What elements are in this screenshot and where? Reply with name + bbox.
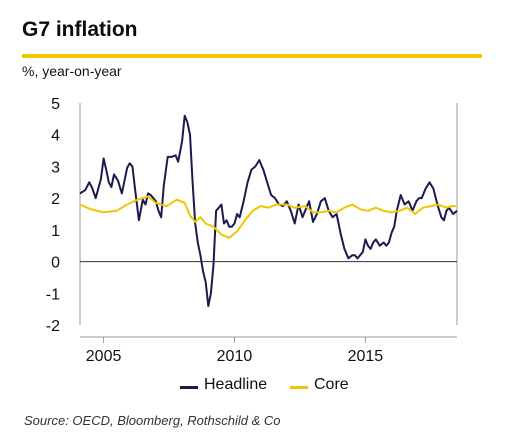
series-line-core	[79, 195, 457, 239]
series-lines	[79, 114, 458, 307]
x-tick-label: 2010	[217, 348, 253, 365]
y-tick-label: 1	[51, 223, 60, 240]
y-tick-label: 5	[51, 96, 60, 113]
chart-axes	[79, 103, 458, 343]
y-tick-label: 3	[51, 159, 60, 176]
legend-label-core: Core	[314, 376, 349, 393]
series-line-headline	[79, 114, 458, 307]
legend-swatch-headline	[180, 386, 198, 389]
legend: Headline Core	[0, 376, 515, 398]
y-tick-label: 2	[51, 191, 60, 208]
legend-label-headline: Headline	[204, 376, 268, 393]
x-tick-label: 2015	[348, 348, 384, 365]
tick-labels: 5 4 3 2 1 0 -1 -2 2005 2010 2015	[46, 96, 384, 365]
y-axis-unit-label: %, year-on-year	[22, 63, 122, 79]
y-tick-label: 0	[51, 255, 60, 272]
y-tick-label: 4	[51, 128, 60, 145]
x-tick-label: 2005	[86, 348, 122, 365]
y-tick-label: -2	[46, 318, 60, 335]
chart-title: G7 inflation	[22, 18, 138, 41]
source-note: Source: OECD, Bloomberg, Rothschild & Co	[24, 413, 281, 428]
y-tick-label: -1	[46, 286, 60, 303]
legend-swatch-core	[290, 386, 308, 389]
title-rule	[22, 54, 482, 58]
